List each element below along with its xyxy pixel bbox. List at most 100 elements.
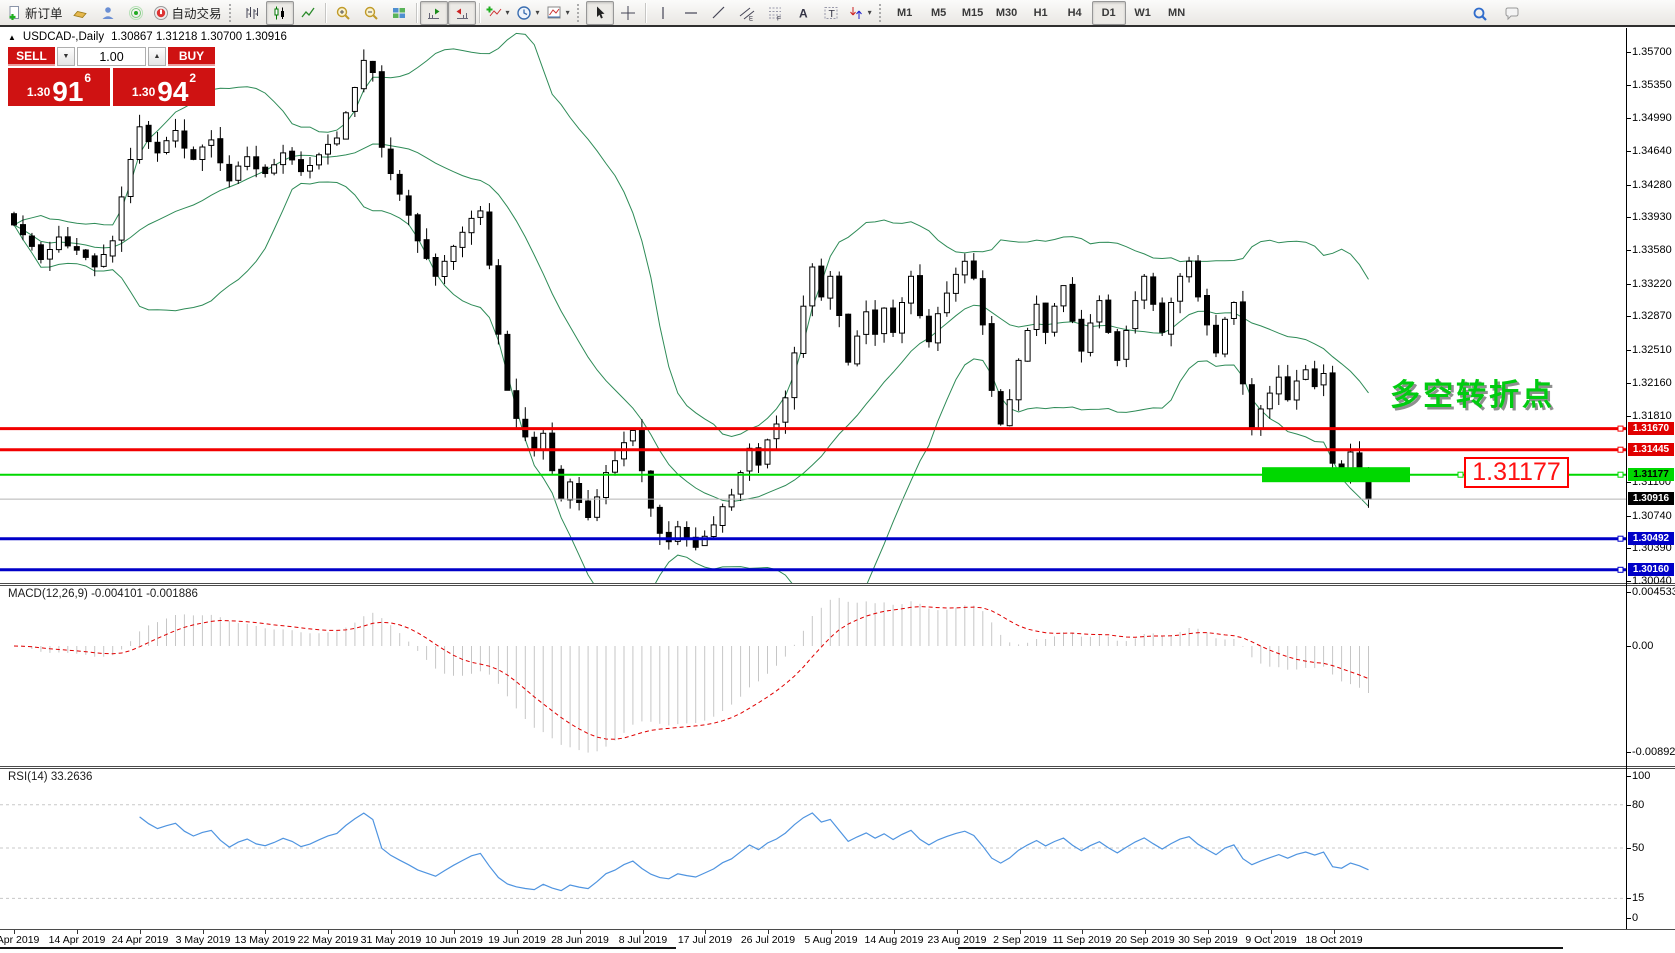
volume-increase-button[interactable]: ▲ [148,47,166,66]
bollinger-band-line[interactable] [13,181,1369,583]
candle [1096,300,1103,323]
candle [674,526,681,542]
bollinger-band-line[interactable] [13,32,1369,438]
bar-chart-button[interactable] [238,1,266,25]
candle [979,278,986,326]
volume-input[interactable] [77,47,146,66]
auto-scroll-button[interactable] [419,0,448,25]
macd-pane-canvas[interactable] [0,586,1626,765]
templates-button[interactable]: ▾ [543,1,573,25]
toolbar-group-handle[interactable] [878,3,884,22]
chat-button[interactable] [1498,2,1526,26]
text-button[interactable]: A [789,1,817,25]
cursor-button[interactable] [585,0,614,25]
candle [1302,369,1309,380]
bollinger-band-line[interactable] [13,143,1369,503]
date-axis-label: 22 May 2019 [297,934,359,946]
time-axis[interactable]: 4 Apr 2019 14 Apr 2019 24 Apr 2019 3 May 20… [0,929,1675,948]
candle [145,124,152,143]
candle [1239,301,1246,385]
signals-button[interactable] [122,1,150,25]
equidistant-channel-button[interactable]: E [733,1,761,25]
arrows-button[interactable]: ▾ [845,1,875,25]
price-axis-label: 1.30040 [1632,575,1672,587]
axis-tick [1626,482,1631,483]
autotrading-button[interactable]: 自动交易 [150,1,225,25]
timeframe-m30[interactable]: M30 [995,6,1018,19]
candle [899,302,905,334]
date-axis-label: 24 Apr 2019 [111,934,169,946]
chart-annotation-text[interactable]: 多空转折点 [1390,379,1555,412]
timeframe-m15[interactable]: M15 [961,6,984,19]
buy-price-box[interactable]: 1.30 94 2 [113,68,215,106]
axis-tick [580,930,581,934]
rsi-axis-label: 100 [1632,770,1651,782]
timeframe-mn[interactable]: MN [1168,6,1186,19]
timeframe-d1[interactable]: D1 [1091,0,1126,25]
candle [199,146,206,160]
new-order-button[interactable]: 新订单 [3,1,66,25]
candle [1266,392,1273,410]
candle [1311,368,1318,388]
candle [764,439,771,465]
axis-tick [1626,85,1631,86]
price-tag-box[interactable]: 1.31177 [1464,457,1569,488]
candle [737,472,744,495]
community-button[interactable] [94,1,122,25]
zoom-out-button[interactable] [357,1,385,25]
candle [73,246,80,251]
candlestick-chart-button[interactable] [265,0,294,25]
linechart-icon [301,7,315,17]
date-axis-label: 5 Aug 2019 [804,934,858,946]
timeframe-m1[interactable]: M1 [896,6,913,19]
main-chart-canvas[interactable] [0,28,1626,583]
toolbar-group-handle[interactable] [576,3,582,22]
symbol-ohlc: 1.30867 1.31218 1.30700 1.30916 [111,31,287,43]
vertical-line-button[interactable] [649,1,677,25]
timeframe-w1[interactable]: W1 [1134,6,1151,19]
symbol-title: USDCAD-,Daily [22,31,105,43]
market-button[interactable] [66,1,94,25]
axis-tick [1626,350,1631,351]
sell-button[interactable]: SELL [8,47,55,66]
axis-tick [1626,805,1631,806]
trendline-button[interactable] [705,1,733,25]
horizontal-line-button[interactable] [677,1,705,25]
timeframe-m5[interactable]: M5 [930,6,947,19]
candle [1087,322,1094,353]
text-label-button[interactable]: T [817,1,845,25]
sell-price-box[interactable]: 1.30 91 6 [8,68,110,106]
search-button[interactable] [1466,2,1494,26]
pane-separator[interactable] [0,766,1675,769]
candle [37,244,44,261]
axis-tick [1626,516,1631,517]
toolbar-group-handle[interactable] [228,3,234,22]
periods-button[interactable]: ▾ [513,1,543,25]
tile-windows-button[interactable] [385,1,413,25]
candle [423,239,430,259]
candle [432,257,439,277]
candle [1213,324,1219,354]
timeframe-h4[interactable]: H4 [1067,6,1082,19]
line-chart-button[interactable] [294,1,322,25]
rsi-pane-canvas[interactable] [0,769,1626,928]
fibonacci-button[interactable]: F [761,1,789,25]
buy-button[interactable]: BUY [168,47,215,66]
volume-decrease-button[interactable]: ▼ [57,47,75,66]
timeframe-h1[interactable]: H1 [1033,6,1048,19]
chart-shift-button[interactable] [447,0,476,25]
candle [289,150,296,161]
price-axis-label: 1.33930 [1632,211,1672,223]
indicators-button[interactable]: ▾ [483,1,513,25]
zoom-in-button[interactable] [329,1,357,25]
axis-tick [1626,250,1631,251]
axis-tick [1626,52,1631,53]
collapse-chart-button[interactable]: ▲ [8,32,16,42]
candle [181,130,188,149]
pane-separator[interactable] [0,583,1675,586]
candle [307,165,313,172]
crosshair-button[interactable] [614,1,642,25]
svg-text:A: A [799,6,808,20]
candle [495,265,502,335]
chat-icon [1505,7,1519,21]
